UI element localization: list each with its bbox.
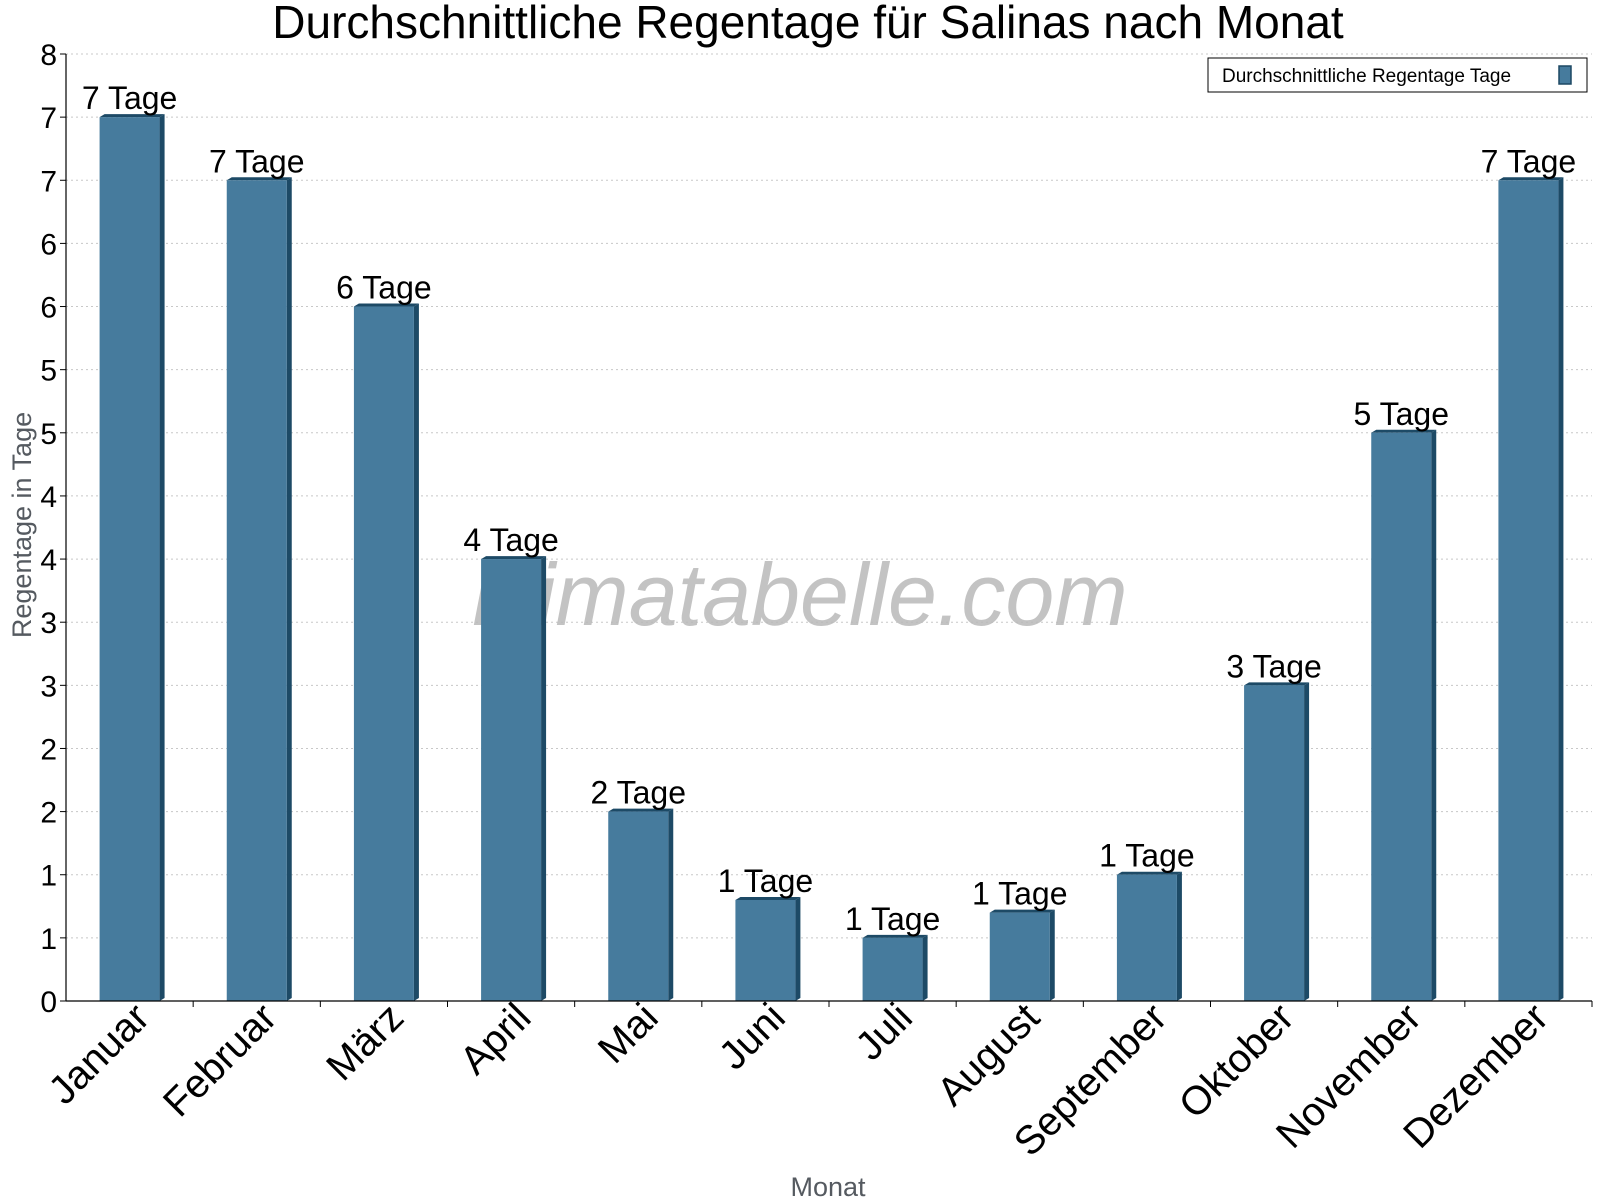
bar-top xyxy=(481,556,547,560)
x-tick-label: April xyxy=(452,995,540,1083)
bar-value-label: 7 Tage xyxy=(209,143,305,179)
y-tick-label: 5 xyxy=(40,355,57,388)
x-tick-label: Juni xyxy=(711,995,794,1078)
watermark: klimatabelle.com xyxy=(472,545,1127,644)
bar xyxy=(1116,874,1177,1001)
bar-top xyxy=(608,808,674,812)
bar-top xyxy=(1371,429,1437,433)
bar-value-label: 7 Tage xyxy=(1481,143,1577,179)
bar-top xyxy=(1116,871,1182,875)
y-tick-label: 2 xyxy=(40,797,57,830)
x-tick-label: August xyxy=(929,995,1048,1114)
bar-side xyxy=(1049,909,1055,1001)
bar-value-label: 2 Tage xyxy=(591,775,687,811)
legend: Durchschnittliche Regentage Tage xyxy=(1207,57,1588,93)
bar xyxy=(989,912,1050,1001)
x-tick-label: Februar xyxy=(155,995,285,1125)
bar-side xyxy=(413,303,419,1001)
bar-side xyxy=(1304,682,1310,1001)
y-tick-label: 2 xyxy=(40,733,57,766)
bar xyxy=(735,899,796,1001)
y-tick-label: 4 xyxy=(40,544,57,577)
bar xyxy=(1244,685,1305,1001)
x-axis-title: Monat xyxy=(790,1172,866,1200)
x-tick-label: Juli xyxy=(847,995,921,1069)
legend-swatch xyxy=(1558,65,1572,85)
y-tick-label: 8 xyxy=(40,39,57,72)
bar-side xyxy=(159,114,165,1002)
bar xyxy=(1498,180,1559,1001)
bar-value-label: 1 Tage xyxy=(972,876,1068,912)
y-tick-label: 1 xyxy=(40,923,57,956)
bar-value-label: 1 Tage xyxy=(845,901,941,937)
x-tick-label: Mai xyxy=(590,995,667,1072)
bar-top xyxy=(226,177,292,181)
grid-lines xyxy=(66,53,1592,939)
legend-box xyxy=(1207,57,1588,93)
bar-side xyxy=(668,808,674,1001)
bar-value-label: 1 Tage xyxy=(1099,838,1195,874)
bar xyxy=(1371,432,1432,1001)
bar-top xyxy=(353,303,419,307)
bar xyxy=(862,937,923,1001)
x-tick-label: März xyxy=(318,995,412,1089)
bar-side xyxy=(286,177,292,1001)
bar xyxy=(481,559,542,1001)
bar-value-label: 6 Tage xyxy=(336,270,432,306)
bar-side xyxy=(1176,871,1182,1001)
y-tick-label: 6 xyxy=(40,292,57,325)
legend-label: Durchschnittliche Regentage Tage xyxy=(1222,66,1511,87)
bar xyxy=(226,180,287,1001)
bar-top xyxy=(99,114,165,118)
bar-top xyxy=(735,896,801,900)
bars xyxy=(99,114,1564,1002)
bar xyxy=(353,306,414,1001)
bar-side xyxy=(541,556,547,1001)
chart-title: Durchschnittliche Regentage für Salinas … xyxy=(272,0,1344,48)
bar-side xyxy=(1431,429,1437,1001)
bar-value-label: 7 Tage xyxy=(82,80,178,116)
bar-value-label: 4 Tage xyxy=(463,522,559,558)
bar-side xyxy=(795,896,801,1001)
y-tick-label: 6 xyxy=(40,228,57,261)
bar-top xyxy=(1498,177,1564,181)
bar xyxy=(608,811,669,1001)
bar-value-label: 3 Tage xyxy=(1226,648,1322,684)
y-tick-label: 0 xyxy=(40,986,57,1019)
y-tick-label: 1 xyxy=(40,860,57,893)
bar xyxy=(99,117,160,1002)
bar-top xyxy=(862,934,928,938)
x-tick-label: Januar xyxy=(40,995,158,1113)
y-tick-label: 7 xyxy=(40,102,57,135)
bar-value-label: 5 Tage xyxy=(1354,396,1450,432)
y-tick-label: 7 xyxy=(40,165,57,198)
bar-side xyxy=(1558,177,1564,1001)
bar-labels: 7 Tage 7 Tage 6 Tage 4 Tage 2 Tage 1 Tage 1 Ta… xyxy=(82,80,1576,937)
x-tick-label: Oktober xyxy=(1171,995,1303,1127)
bar-top xyxy=(989,909,1055,913)
y-axis-title: Regentage in Tage xyxy=(7,412,37,638)
bar-value-label: 1 Tage xyxy=(718,863,814,899)
bar-side xyxy=(922,934,928,1001)
y-tick-label: 3 xyxy=(40,670,57,703)
y-tick-label: 5 xyxy=(40,418,57,451)
bar-top xyxy=(1244,682,1310,686)
y-tick-label: 3 xyxy=(40,607,57,640)
y-tick-label: 4 xyxy=(40,481,57,514)
